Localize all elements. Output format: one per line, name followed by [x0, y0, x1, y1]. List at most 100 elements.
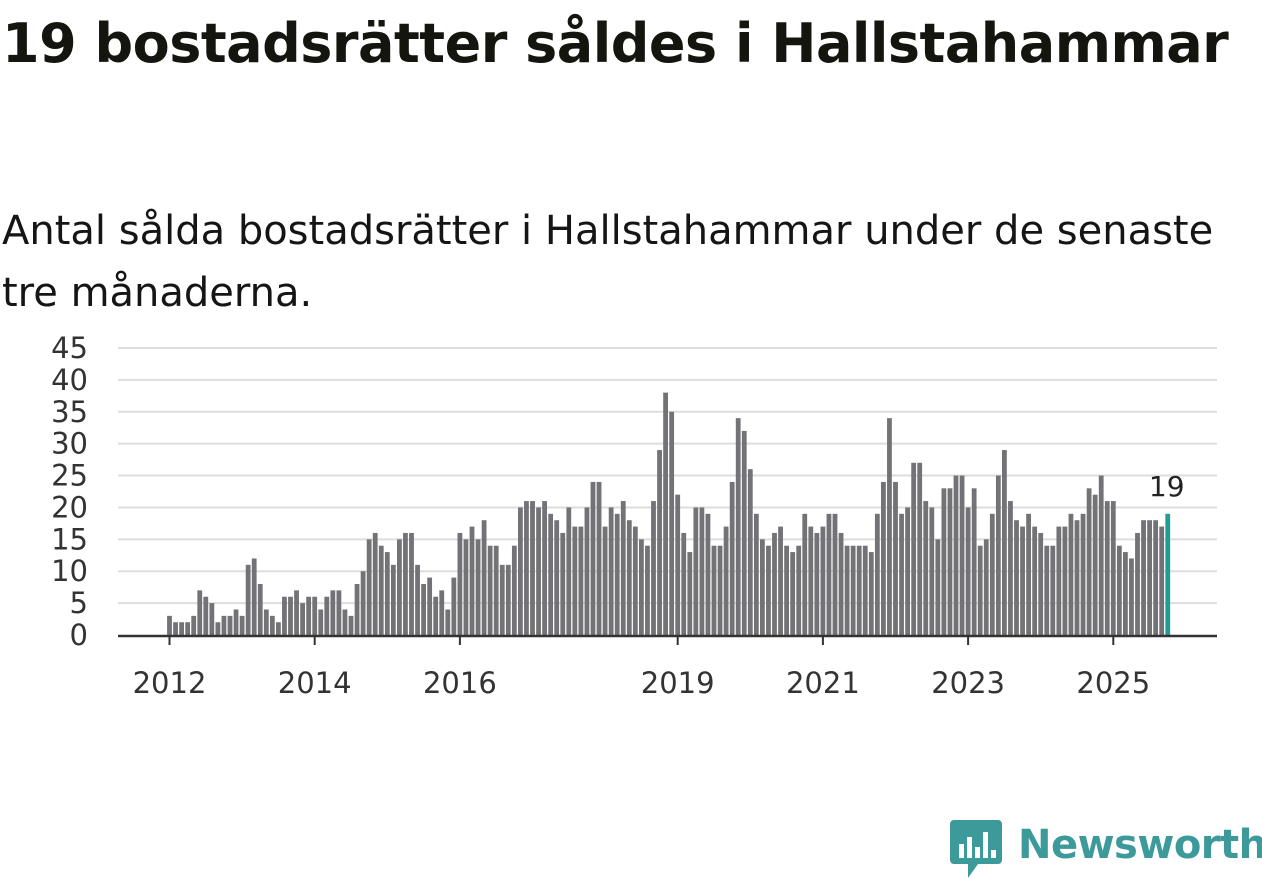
page-title: 19 bostadsrätter såldes i Hallstahammar: [2, 12, 1229, 75]
bar: [221, 615, 227, 635]
bar: [814, 532, 820, 635]
bar: [657, 450, 662, 635]
bar: [227, 615, 233, 635]
bar: [645, 545, 650, 635]
bar: [415, 564, 420, 635]
bar: [753, 513, 759, 635]
bar: [735, 418, 741, 635]
bar: [772, 532, 777, 635]
bar: [306, 596, 312, 635]
bar: [1068, 513, 1074, 635]
bar-latest: [1165, 513, 1171, 635]
bar: [1074, 520, 1080, 635]
bar: [215, 622, 221, 635]
bar: [826, 513, 832, 635]
bar: [766, 545, 771, 635]
bar: [445, 609, 451, 635]
bar: [602, 526, 608, 635]
bar: [1098, 475, 1104, 635]
bar: [614, 513, 620, 635]
y-tick-label: 45: [51, 331, 88, 365]
bar: [354, 583, 360, 635]
x-tick-label: 2012: [133, 666, 207, 700]
bar: [1050, 545, 1056, 635]
bar: [1147, 520, 1152, 635]
bar: [457, 532, 463, 635]
bar: [191, 615, 197, 635]
bar: [590, 481, 596, 635]
bar: [1014, 520, 1019, 635]
newsworthy-logo: Newsworthy: [950, 820, 1262, 878]
bar: [802, 513, 808, 635]
bar: [1032, 526, 1038, 635]
x-axis-ticks: 2012 2014 2016 2019 2021 2023 2025: [133, 636, 1150, 700]
bar: [360, 571, 366, 635]
y-tick-label: 40: [51, 363, 88, 397]
bar: [620, 501, 626, 635]
bar: [1062, 526, 1068, 635]
bar: [1008, 501, 1013, 635]
bar: [741, 430, 747, 635]
bar: [1129, 558, 1134, 635]
bar: [893, 481, 898, 635]
bar: [729, 481, 735, 635]
bar: [941, 488, 947, 635]
chart-bubble-icon: [950, 820, 1002, 878]
bar: [911, 462, 917, 635]
bar: [723, 526, 729, 635]
bar: [1038, 532, 1044, 635]
bar: [536, 507, 541, 635]
bar: [1110, 501, 1116, 635]
bar: [887, 418, 892, 635]
bar: [173, 622, 178, 635]
bar: [796, 545, 802, 635]
bar: [784, 545, 789, 635]
bar: [336, 590, 342, 635]
bar: [808, 526, 814, 635]
bar: [1135, 532, 1140, 635]
bar: [868, 552, 874, 635]
bar: [705, 513, 711, 635]
bar: [572, 526, 578, 635]
bar: [681, 532, 687, 635]
bar: [917, 462, 923, 635]
bar: [856, 545, 862, 635]
bar: [403, 532, 408, 635]
bar: [923, 501, 929, 635]
bar: [953, 475, 959, 635]
bar: [511, 545, 517, 635]
bar: [203, 596, 209, 635]
bar: [717, 545, 723, 635]
bars: [167, 392, 1171, 635]
bar: [584, 507, 590, 635]
bar: [518, 507, 523, 635]
bar: [469, 526, 475, 635]
bar: [608, 507, 614, 635]
bar: [874, 513, 880, 635]
bar: [185, 622, 191, 635]
bar: [209, 603, 215, 635]
page-subtitle: Antal sålda bostadsrätter i Hallstahamma…: [2, 208, 1214, 316]
bar: [983, 539, 989, 635]
bar: [778, 526, 783, 635]
bar: [850, 545, 856, 635]
x-tick-label: 2019: [641, 666, 715, 700]
y-tick-label: 5: [70, 586, 88, 620]
y-tick-label: 30: [51, 427, 88, 461]
bar: [947, 488, 953, 635]
bar: [632, 526, 638, 635]
bar: [197, 590, 203, 635]
bar: [548, 513, 554, 635]
bar: [790, 552, 796, 635]
y-tick-label: 0: [70, 618, 88, 652]
bar: [977, 545, 983, 635]
bar: [384, 552, 390, 635]
newsworthy-wordmark: Newsworthy: [1018, 822, 1262, 868]
bar: [324, 596, 330, 635]
bar: [639, 539, 644, 635]
bar: [905, 507, 910, 635]
bar: [294, 590, 299, 635]
y-tick-label: 20: [51, 490, 88, 524]
bar: [1020, 526, 1025, 635]
bar: [475, 539, 481, 635]
